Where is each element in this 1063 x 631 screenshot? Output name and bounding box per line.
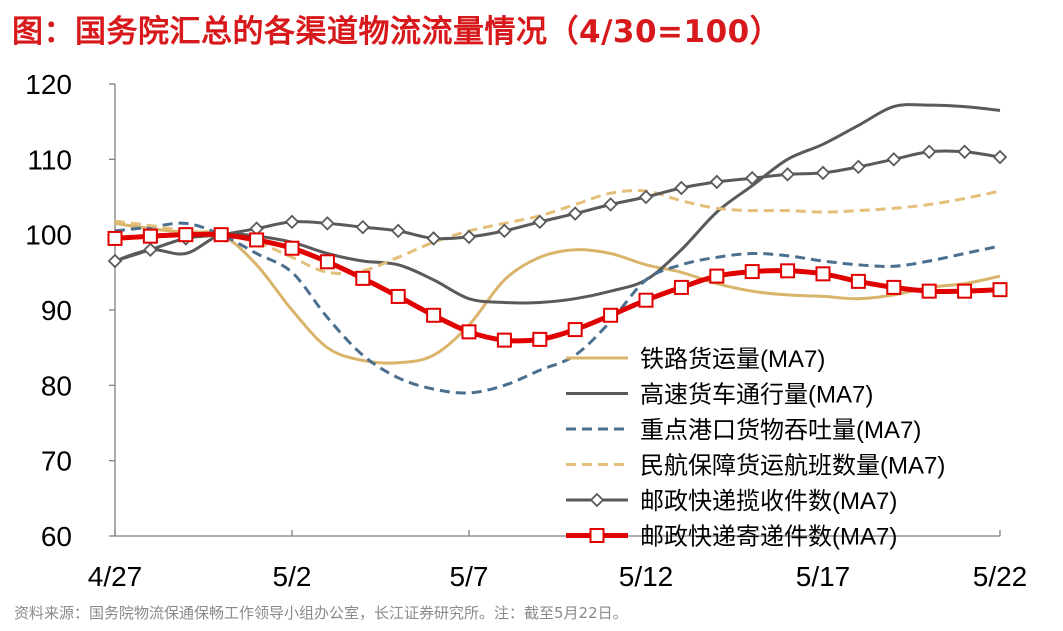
legend-marker: [589, 492, 605, 508]
data-point: [390, 288, 406, 304]
data-point: [638, 292, 654, 308]
legend: 铁路货运量(MA7) 高速货车通行量(MA7) 重点港口货物吞吐量(MA7) 民航保障…: [566, 346, 945, 551]
data-point: [178, 227, 194, 243]
data-point: [567, 322, 583, 338]
data-point: [532, 214, 548, 230]
chart-title: 图：国务院汇总的各渠道物流流量情况（4/30=100）: [12, 14, 782, 50]
data-point: [107, 253, 123, 269]
legend-label: 高速货车通行量(MA7): [640, 382, 873, 409]
legend-entry-2: 高速货车通行量(MA7): [566, 382, 873, 409]
legend-entry-3: 重点港口货物吞吐量(MA7): [566, 417, 921, 444]
series-1: [114, 221, 1001, 365]
data-point: [957, 283, 973, 299]
data-point: [921, 144, 937, 160]
data-point: [320, 216, 335, 231]
legend-entry-1: 铁路货运量(MA7): [566, 346, 825, 373]
legend-label: 民航保障货运航班数量(MA7): [640, 453, 945, 480]
x-tick-label: 5/22: [973, 561, 1028, 592]
data-point: [213, 227, 229, 243]
data-point: [355, 270, 371, 286]
legend-label: 邮政快递寄递件数(MA7): [640, 524, 897, 551]
x-tick-label: 5/17: [796, 561, 851, 592]
data-point: [992, 149, 1008, 165]
data-point: [815, 165, 831, 181]
y-tick-label: 60: [41, 521, 72, 552]
y-tick-label: 100: [25, 220, 72, 251]
legend-label: 铁路货运量(MA7): [640, 346, 825, 373]
data-point: [142, 228, 158, 244]
data-point: [638, 189, 654, 205]
data-point: [709, 268, 725, 284]
y-tick-label: 90: [41, 295, 72, 326]
axes: 60 70 80 90 100 110 120 4/27 5/2 5/7 5/12 5/17 5/22: [25, 69, 1027, 592]
data-point: [709, 174, 725, 190]
series-6: [107, 227, 1008, 348]
data-point: [107, 230, 123, 246]
data-point: [532, 331, 548, 347]
data-point: [390, 223, 406, 239]
data-point: [567, 206, 583, 221]
data-point: [461, 324, 477, 340]
data-point: [921, 283, 937, 299]
data-point: [603, 307, 619, 323]
data-point: [673, 279, 689, 295]
x-tick-label: 5/2: [273, 561, 312, 592]
data-point: [249, 232, 265, 248]
data-point: [674, 180, 689, 196]
y-tick-label: 80: [41, 370, 72, 401]
data-point: [744, 170, 760, 186]
series-line-2: [114, 103, 1001, 305]
series-line-6: [114, 231, 1001, 344]
data-point: [461, 229, 477, 245]
legend-entry-5: 邮政快递揽收件数(MA7): [566, 488, 897, 515]
y-tick-label: 70: [41, 446, 72, 477]
data-point: [603, 197, 618, 212]
data-point: [850, 273, 866, 289]
data-point: [143, 242, 158, 258]
data-point: [497, 223, 512, 239]
series-line-3: [114, 221, 1001, 395]
data-point: [886, 152, 902, 167]
series-3: [114, 221, 1001, 395]
data-point: [886, 279, 902, 295]
series-4: [114, 188, 1001, 275]
series-5: [107, 144, 1008, 269]
data-point: [851, 159, 866, 175]
series-2: [114, 103, 1001, 305]
data-point: [355, 219, 371, 235]
y-tick-label: 110: [27, 144, 72, 175]
x-tick-label: 5/12: [619, 561, 674, 592]
y-tick-label: 120: [25, 69, 72, 100]
legend-label: 重点港口货物吞吐量(MA7): [640, 417, 921, 444]
x-tick-label: 4/27: [88, 561, 143, 592]
series-line-4: [114, 188, 1001, 275]
series-layer: [107, 103, 1008, 395]
data-point: [319, 254, 335, 270]
x-tick-label: 5/7: [450, 561, 489, 592]
data-point: [744, 264, 760, 280]
data-point: [426, 307, 442, 323]
legend-entry-6: 邮政快递寄递件数(MA7): [566, 524, 897, 551]
series-line-5: [114, 149, 1001, 263]
data-point: [780, 167, 795, 182]
data-point: [284, 240, 300, 256]
data-point: [957, 144, 972, 160]
data-point: [815, 266, 831, 282]
source-note: 资料来源：国务院物流保通保畅工作领导小组办公室，长江证券研究所。注：截至5月22…: [14, 604, 628, 622]
data-point: [496, 332, 512, 348]
data-point: [780, 263, 796, 279]
series-line-1: [114, 221, 1001, 365]
data-point: [992, 282, 1008, 298]
legend-entry-4: 民航保障货运航班数量(MA7): [566, 453, 945, 480]
data-point: [284, 214, 300, 230]
data-point: [426, 231, 441, 246]
legend-label: 邮政快递揽收件数(MA7): [640, 488, 897, 515]
legend-marker: [589, 528, 605, 543]
